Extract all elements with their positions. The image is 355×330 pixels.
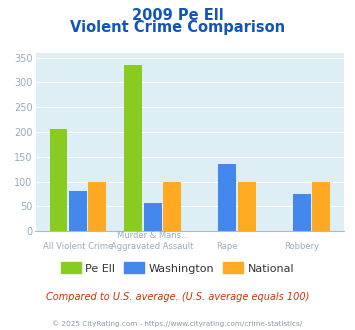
- Bar: [218, 164, 236, 231]
- Text: 2009 Pe Ell: 2009 Pe Ell: [132, 8, 223, 23]
- Bar: [163, 182, 181, 231]
- Text: © 2025 CityRating.com - https://www.cityrating.com/crime-statistics/: © 2025 CityRating.com - https://www.city…: [53, 320, 302, 327]
- Bar: [69, 191, 87, 231]
- Bar: [50, 128, 67, 231]
- Bar: [238, 182, 256, 231]
- Bar: [144, 203, 162, 231]
- Text: Robbery: Robbery: [284, 242, 320, 251]
- Text: Compared to U.S. average. (U.S. average equals 100): Compared to U.S. average. (U.S. average …: [46, 292, 309, 302]
- Legend: Pe Ell, Washington, National: Pe Ell, Washington, National: [56, 258, 299, 278]
- Bar: [293, 194, 311, 231]
- Text: Aggravated Assault: Aggravated Assault: [111, 242, 194, 251]
- Text: Murder & Mans...: Murder & Mans...: [117, 231, 189, 240]
- Bar: [88, 182, 106, 231]
- Text: Rape: Rape: [217, 242, 238, 251]
- Text: Violent Crime Comparison: Violent Crime Comparison: [70, 20, 285, 35]
- Bar: [312, 182, 330, 231]
- Text: All Violent Crime: All Violent Crime: [43, 242, 113, 251]
- Bar: [124, 65, 142, 231]
